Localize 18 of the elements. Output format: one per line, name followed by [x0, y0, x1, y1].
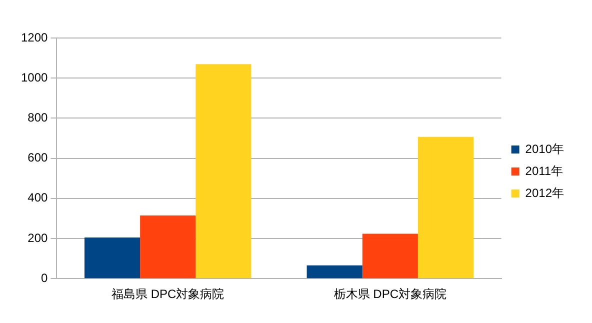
y-tick-label: 1000	[20, 70, 48, 84]
bar	[196, 64, 252, 278]
legend-label: 2011年	[525, 164, 564, 178]
y-tick-label: 200	[28, 230, 48, 245]
y-tick-label: 400	[28, 190, 48, 205]
y-tick-label: 0	[41, 270, 48, 285]
y-tick-label: 800	[28, 110, 48, 125]
bar	[84, 238, 140, 278]
legend-label: 2010年	[525, 142, 564, 156]
bar	[306, 265, 362, 278]
legend-label: 2012年	[525, 186, 564, 200]
bar	[418, 136, 474, 278]
bar	[362, 234, 418, 278]
y-tick-label: 1200	[20, 30, 48, 44]
bar	[140, 215, 196, 278]
y-tick-label: 600	[28, 150, 48, 165]
x-tick-label: 福島県 DPC対象病院	[112, 287, 224, 302]
x-tick-label: 栃木県 DPC対象病院	[334, 287, 446, 302]
